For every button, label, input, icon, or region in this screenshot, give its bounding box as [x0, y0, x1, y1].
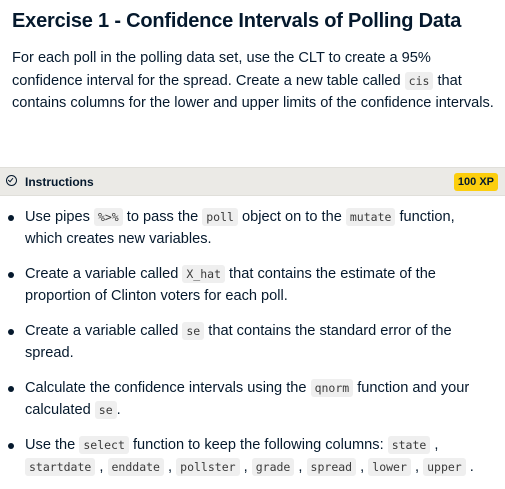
exercise-description: For each poll in the polling data set, u… — [12, 47, 497, 115]
separator: , — [99, 459, 104, 475]
separator: . — [469, 459, 474, 475]
code-snippet: se — [182, 322, 205, 340]
code-snippet: se — [94, 401, 117, 419]
step-text: that contains the standard error of the … — [25, 323, 452, 361]
step-text: Use pipes — [25, 209, 94, 225]
code-snippet: cis — [404, 71, 434, 90]
column-name: grade — [251, 458, 295, 476]
code-snippet: select — [79, 436, 129, 454]
column-name: upper — [423, 458, 466, 476]
description-text: For each poll in the polling data set, u… — [12, 50, 431, 89]
xp-badge: 100 XP — [453, 173, 498, 191]
column-name: startdate — [25, 458, 96, 476]
separator: , — [360, 459, 365, 475]
step-text: to pass the — [122, 209, 203, 225]
list-item: Create a variable called se that contain… — [0, 320, 505, 364]
column-name: enddate — [107, 458, 164, 476]
column-name: lower — [368, 458, 411, 476]
code-snippet: qnorm — [310, 379, 354, 397]
column-name: spread — [306, 458, 357, 476]
separator: , — [434, 437, 439, 453]
instructions-list: Use pipes %>% to pass the poll object on… — [0, 206, 505, 478]
step-text: . — [116, 402, 121, 418]
step-text: function to keep the following columns: — [128, 437, 388, 453]
step-text: Calculate the confidence intervals using… — [25, 380, 311, 396]
separator: , — [298, 459, 303, 475]
separator: , — [168, 459, 173, 475]
column-name: pollster — [176, 458, 240, 476]
list-item: Calculate the confidence intervals using… — [0, 377, 505, 421]
code-snippet: %>% — [93, 208, 123, 226]
code-snippet: poll — [202, 208, 238, 226]
separator: , — [243, 459, 248, 475]
step-text: function and your calculated — [25, 380, 470, 418]
instructions-bar[interactable]: Instructions 100 XP — [0, 167, 505, 196]
step-text: object on to the — [237, 209, 346, 225]
instructions-label: Instructions — [25, 175, 94, 189]
list-item: Use the select function to keep the foll… — [0, 434, 505, 478]
separator: , — [414, 459, 420, 475]
step-text: Create a variable called — [25, 323, 183, 339]
step-text: Create a variable called — [25, 266, 183, 282]
list-item: Use pipes %>% to pass the poll object on… — [0, 206, 505, 250]
exercise-title: Exercise 1 - Confidence Intervals of Pol… — [12, 10, 462, 32]
check-circle-icon — [6, 175, 17, 186]
column-name: state — [387, 436, 431, 454]
step-text: function, which creates new variables. — [25, 209, 455, 247]
step-text: that contains the estimate of the propor… — [25, 266, 436, 304]
step-text: Use the — [25, 437, 80, 453]
code-snippet: mutate — [345, 208, 396, 226]
list-item: Create a variable called X_hat that cont… — [0, 263, 505, 307]
code-snippet: X_hat — [182, 265, 225, 283]
description-text: that contains columns for the lower and … — [12, 72, 494, 112]
